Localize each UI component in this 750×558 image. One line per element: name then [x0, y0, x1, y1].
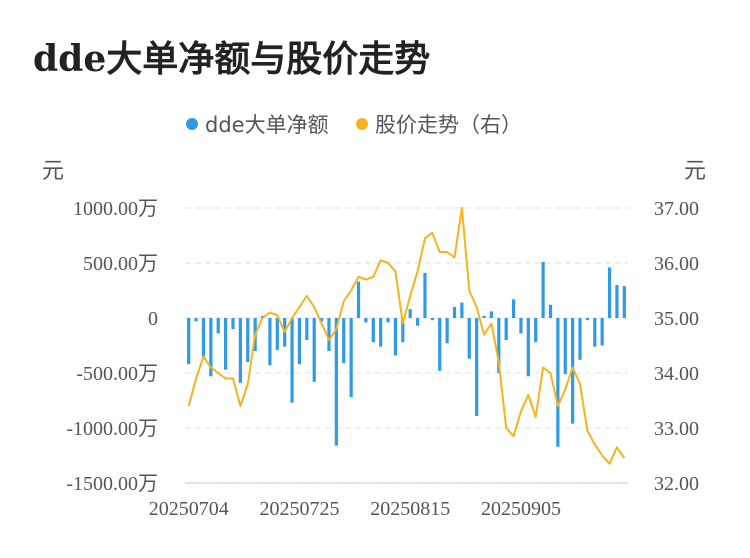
x-tick-label: 20250704 — [149, 498, 229, 520]
left-tick-label: 1000.00万 — [73, 198, 158, 220]
right-tick-label: 34.00 — [654, 363, 699, 385]
bar — [327, 318, 331, 351]
gridlines — [185, 207, 628, 484]
bar — [607, 267, 612, 318]
bar — [201, 318, 206, 357]
bar — [268, 318, 272, 366]
bar — [460, 302, 464, 318]
bar — [489, 311, 494, 318]
bar — [593, 318, 597, 347]
bar — [482, 315, 486, 318]
bar — [379, 318, 383, 347]
left-axis-unit: 元 — [42, 159, 64, 184]
legend-marker-price — [356, 118, 368, 130]
bar — [578, 318, 582, 360]
right-tick-label: 36.00 — [654, 253, 699, 275]
bar — [209, 318, 213, 377]
bar — [467, 318, 471, 359]
left-tick-label: -500.00万 — [76, 363, 158, 385]
right-tick-label: 37.00 — [654, 198, 699, 220]
bar — [194, 318, 198, 322]
bar — [548, 304, 553, 318]
bar — [408, 309, 412, 318]
bar — [349, 318, 353, 398]
bar — [356, 281, 361, 318]
left-tick-label: 0 — [148, 308, 158, 330]
bar — [334, 318, 338, 446]
bar — [290, 318, 294, 403]
bar — [342, 318, 346, 364]
x-tick-label: 20250905 — [481, 498, 561, 520]
bar-series — [187, 261, 626, 447]
left-tick-label: -1500.00万 — [66, 473, 158, 495]
bar — [556, 318, 560, 447]
bar — [216, 318, 220, 334]
bar — [534, 318, 538, 343]
right-tick-label: 32.00 — [654, 473, 699, 495]
bar — [622, 286, 626, 318]
bar — [275, 318, 279, 350]
legend-label-dde: dde大单净额 — [205, 113, 329, 137]
bar — [615, 285, 619, 318]
bar — [497, 318, 501, 373]
bar — [600, 318, 604, 346]
line-series — [187, 207, 626, 465]
chart-title: dde大单净额与股价走势 — [33, 38, 431, 80]
bar — [187, 318, 191, 365]
legend-marker-dde — [186, 118, 198, 130]
bar — [445, 318, 449, 344]
bar — [571, 318, 575, 424]
bar — [312, 318, 316, 382]
bar — [519, 318, 523, 334]
bar — [511, 299, 516, 318]
bar — [452, 307, 457, 318]
axes: 1000.00万 37.00 500.00万 36.00 0 35.00 -500.00万 3… — [42, 159, 706, 520]
bar — [386, 318, 390, 323]
right-axis-unit: 元 — [684, 159, 706, 184]
x-tick-label: 20250815 — [370, 498, 450, 520]
bar — [563, 318, 567, 375]
bar — [305, 318, 309, 340]
bar — [504, 318, 508, 340]
bar — [371, 318, 375, 343]
bar — [541, 261, 545, 318]
bar — [526, 318, 530, 377]
price-line — [187, 207, 626, 465]
bar — [438, 318, 442, 371]
right-tick-label: 33.00 — [654, 418, 699, 440]
bar — [415, 318, 420, 326]
left-tick-label: 500.00万 — [83, 253, 158, 275]
legend-label-price: 股价走势（右） — [375, 113, 522, 137]
left-tick-label: -1000.00万 — [66, 418, 158, 440]
bar — [231, 318, 235, 329]
bar — [224, 318, 228, 370]
bar — [238, 318, 242, 383]
bar — [401, 318, 405, 343]
x-tick-label: 20250725 — [259, 498, 339, 520]
bar — [423, 272, 427, 318]
bar — [475, 318, 479, 416]
bar — [246, 318, 250, 362]
bar — [585, 318, 589, 321]
right-tick-label: 35.00 — [654, 308, 699, 330]
bar — [430, 318, 434, 321]
bar — [393, 318, 398, 356]
legend: dde大单净额 股价走势（右） — [186, 113, 522, 137]
bar — [364, 318, 368, 323]
bar — [319, 318, 324, 322]
bar — [297, 318, 302, 365]
